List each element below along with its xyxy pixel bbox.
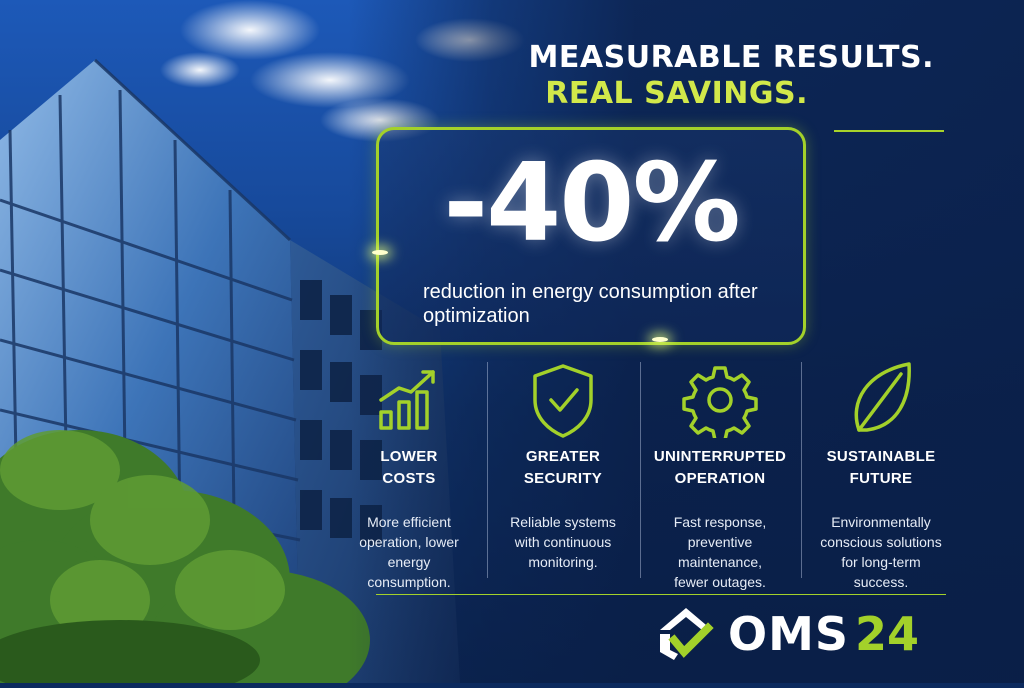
feature-uninterrupted-operation: UNINTERRUPTED OPERATION Fast response, p… bbox=[645, 360, 795, 592]
headline-divider bbox=[834, 130, 944, 132]
feature-lower-costs: LOWER COSTS More efficient operation, lo… bbox=[334, 360, 484, 592]
feature-description: Reliable systems with continuous monitor… bbox=[510, 514, 616, 570]
feature-description: Fast response, preventive maintenance, f… bbox=[673, 514, 767, 590]
stat-caption: reduction in energy consumption after op… bbox=[423, 281, 758, 327]
leaf-icon bbox=[806, 360, 956, 440]
bar-chart-growth-icon bbox=[334, 360, 484, 440]
glow-accent bbox=[372, 250, 388, 255]
shield-check-icon bbox=[488, 360, 638, 440]
headline-line-1: MEASURABLE RESULTS. bbox=[528, 40, 934, 75]
gear-icon bbox=[645, 360, 795, 440]
feature-title: SUSTAINABLE FUTURE bbox=[826, 448, 936, 487]
stat-card: -40% reduction in energy consumption aft… bbox=[376, 127, 806, 345]
feature-sustainable-future: SUSTAINABLE FUTURE Environmentally consc… bbox=[806, 360, 956, 592]
feature-title: GREATER SECURITY bbox=[523, 448, 603, 487]
feature-title: LOWER COSTS bbox=[380, 448, 438, 487]
feature-description: Environmentally conscious solutions for … bbox=[820, 514, 942, 590]
feature-divider bbox=[640, 362, 641, 578]
headline-line-2: REAL SAVINGS. bbox=[545, 76, 808, 111]
logo-text-accent: 24 bbox=[855, 607, 920, 661]
glow-accent bbox=[652, 337, 668, 342]
oms-logo-mark-icon bbox=[660, 608, 714, 660]
feature-title: UNINTERRUPTED OPERATION bbox=[653, 448, 787, 487]
feature-description: More efficient operation, lower energy c… bbox=[359, 514, 459, 590]
feature-greater-security: GREATER SECURITY Reliable systems with c… bbox=[488, 360, 638, 572]
feature-divider bbox=[487, 362, 488, 578]
stat-value: -40% bbox=[443, 141, 740, 266]
footer-divider bbox=[376, 594, 946, 595]
feature-divider bbox=[801, 362, 802, 578]
brand-logo: OMS 24 bbox=[656, 604, 919, 664]
logo-text: OMS bbox=[728, 607, 850, 661]
